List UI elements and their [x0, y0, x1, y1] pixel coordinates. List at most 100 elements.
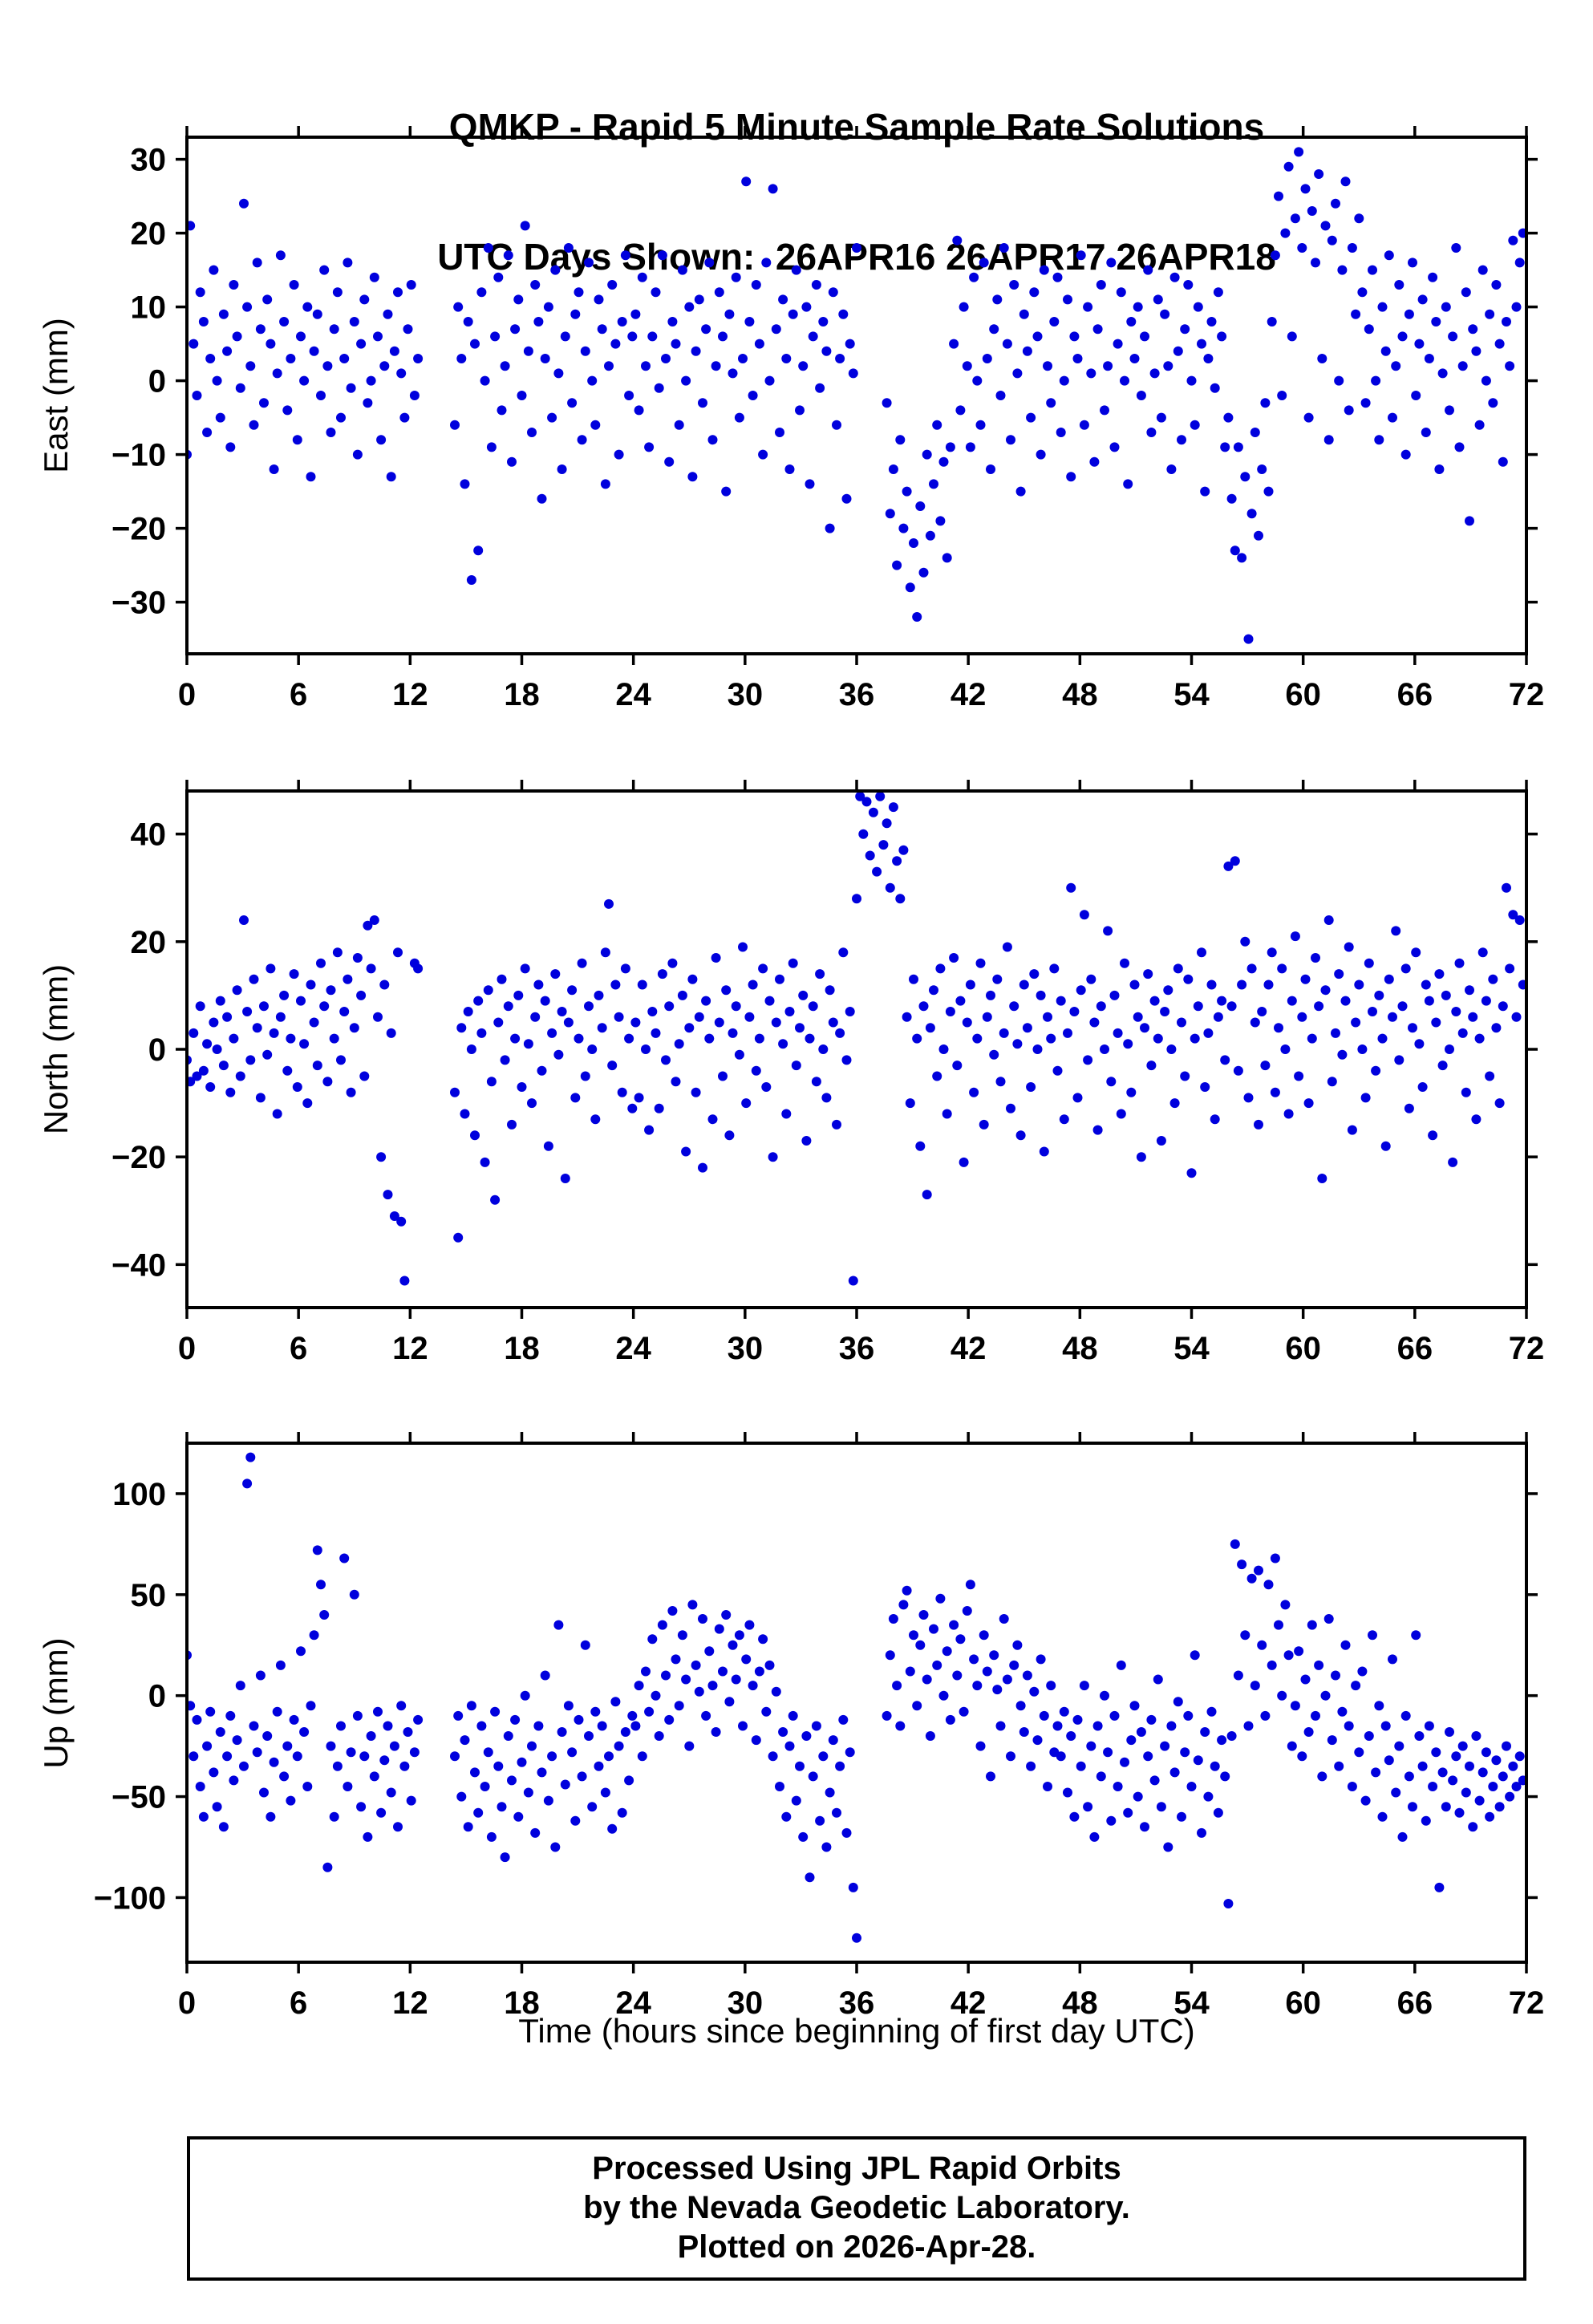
- data-point: [1203, 1791, 1214, 1802]
- data-point: [775, 1782, 784, 1791]
- data-point: [513, 1811, 524, 1822]
- data-point: [718, 1071, 728, 1081]
- data-point: [838, 309, 849, 319]
- data-point: [352, 1710, 363, 1721]
- data-point: [942, 553, 952, 563]
- data-point: [1133, 1012, 1143, 1022]
- data-point: [938, 1044, 949, 1054]
- data-point: [1311, 953, 1320, 963]
- east-scatter-panel: 0 6 12 18 24 30 36 42 48 54 60 66 72 −30 −20 −10 0 10 20 30: [111, 126, 1544, 712]
- data-point: [835, 1761, 845, 1771]
- data-point: [818, 1751, 829, 1762]
- data-point: [818, 1044, 829, 1054]
- data-point: [413, 354, 424, 363]
- data-point: [1237, 553, 1247, 563]
- data-point: [369, 915, 379, 925]
- data-point: [617, 317, 627, 326]
- data-point: [1089, 1831, 1100, 1842]
- data-point: [1327, 235, 1337, 245]
- data-point: [1260, 1710, 1271, 1721]
- data-point: [1340, 176, 1351, 187]
- data-point: [1508, 235, 1518, 245]
- data-point: [975, 420, 986, 430]
- data-point: [1163, 1842, 1173, 1852]
- data-point: [1368, 1630, 1377, 1641]
- data-point: [560, 1174, 570, 1183]
- data-point: [751, 1735, 761, 1746]
- data-point: [624, 1775, 634, 1786]
- data-point: [359, 294, 370, 305]
- data-point: [1046, 1033, 1056, 1044]
- data-point: [784, 1007, 795, 1016]
- data-point: [316, 391, 326, 400]
- data-point: [1441, 302, 1451, 312]
- data-point: [1254, 1119, 1263, 1130]
- data-point: [1237, 1559, 1247, 1570]
- x-tick-label: 30: [728, 677, 764, 712]
- data-point: [406, 1795, 416, 1806]
- data-point: [1156, 1802, 1166, 1812]
- data-point: [1491, 1755, 1502, 1766]
- data-point: [647, 1007, 658, 1016]
- data-point: [403, 1727, 413, 1737]
- data-point: [1136, 391, 1146, 400]
- data-point: [1380, 1721, 1391, 1731]
- data-point: [1223, 1899, 1234, 1908]
- data-point: [533, 1721, 544, 1731]
- data-point: [286, 1795, 296, 1806]
- data-point: [929, 1624, 938, 1634]
- data-point: [707, 1114, 718, 1125]
- data-point: [882, 818, 892, 829]
- data-point: [460, 1735, 470, 1746]
- data-point: [1220, 442, 1230, 452]
- data-point: [1243, 1721, 1254, 1731]
- data-point: [266, 963, 276, 974]
- data-point: [232, 985, 242, 996]
- data-point: [888, 802, 898, 813]
- data-point: [795, 1761, 805, 1771]
- data-point: [1465, 516, 1474, 526]
- data-point: [363, 398, 373, 408]
- data-point: [1069, 1811, 1080, 1822]
- data-point: [781, 354, 792, 363]
- data-point: [1505, 1791, 1515, 1802]
- data-point: [607, 1061, 618, 1071]
- data-point: [1240, 472, 1250, 482]
- data-point: [560, 331, 570, 342]
- data-point: [1357, 1666, 1368, 1677]
- data-point: [1009, 1001, 1019, 1012]
- data-point: [885, 1650, 895, 1661]
- data-point: [758, 449, 768, 460]
- data-point: [1344, 1721, 1354, 1731]
- data-point: [892, 560, 902, 570]
- data-point: [962, 361, 972, 371]
- data-point: [239, 198, 249, 209]
- data-point: [1371, 1767, 1381, 1778]
- data-point: [279, 990, 290, 1000]
- data-point: [728, 1028, 738, 1038]
- y-tick-label: −40: [111, 1247, 166, 1283]
- data-point: [1092, 324, 1103, 335]
- data-point: [597, 324, 607, 335]
- data-point: [1092, 1125, 1103, 1135]
- data-point: [1019, 979, 1029, 990]
- data-point: [587, 1044, 598, 1054]
- data-point: [815, 383, 825, 393]
- data-point: [195, 1782, 205, 1791]
- data-point: [580, 1071, 590, 1081]
- data-point: [413, 1714, 424, 1725]
- data-point: [694, 1686, 704, 1697]
- data-point: [289, 280, 299, 290]
- data-point: [1006, 435, 1015, 445]
- data-point: [540, 996, 550, 1006]
- data-point: [517, 391, 527, 400]
- data-point: [480, 1157, 490, 1167]
- data-point: [841, 1827, 852, 1838]
- data-point: [1400, 449, 1411, 460]
- data-point: [1083, 1055, 1093, 1065]
- data-point: [707, 1681, 718, 1691]
- data-point: [1461, 1787, 1471, 1798]
- data-point: [784, 1741, 795, 1751]
- data-point: [945, 1714, 955, 1725]
- data-point: [409, 1747, 420, 1758]
